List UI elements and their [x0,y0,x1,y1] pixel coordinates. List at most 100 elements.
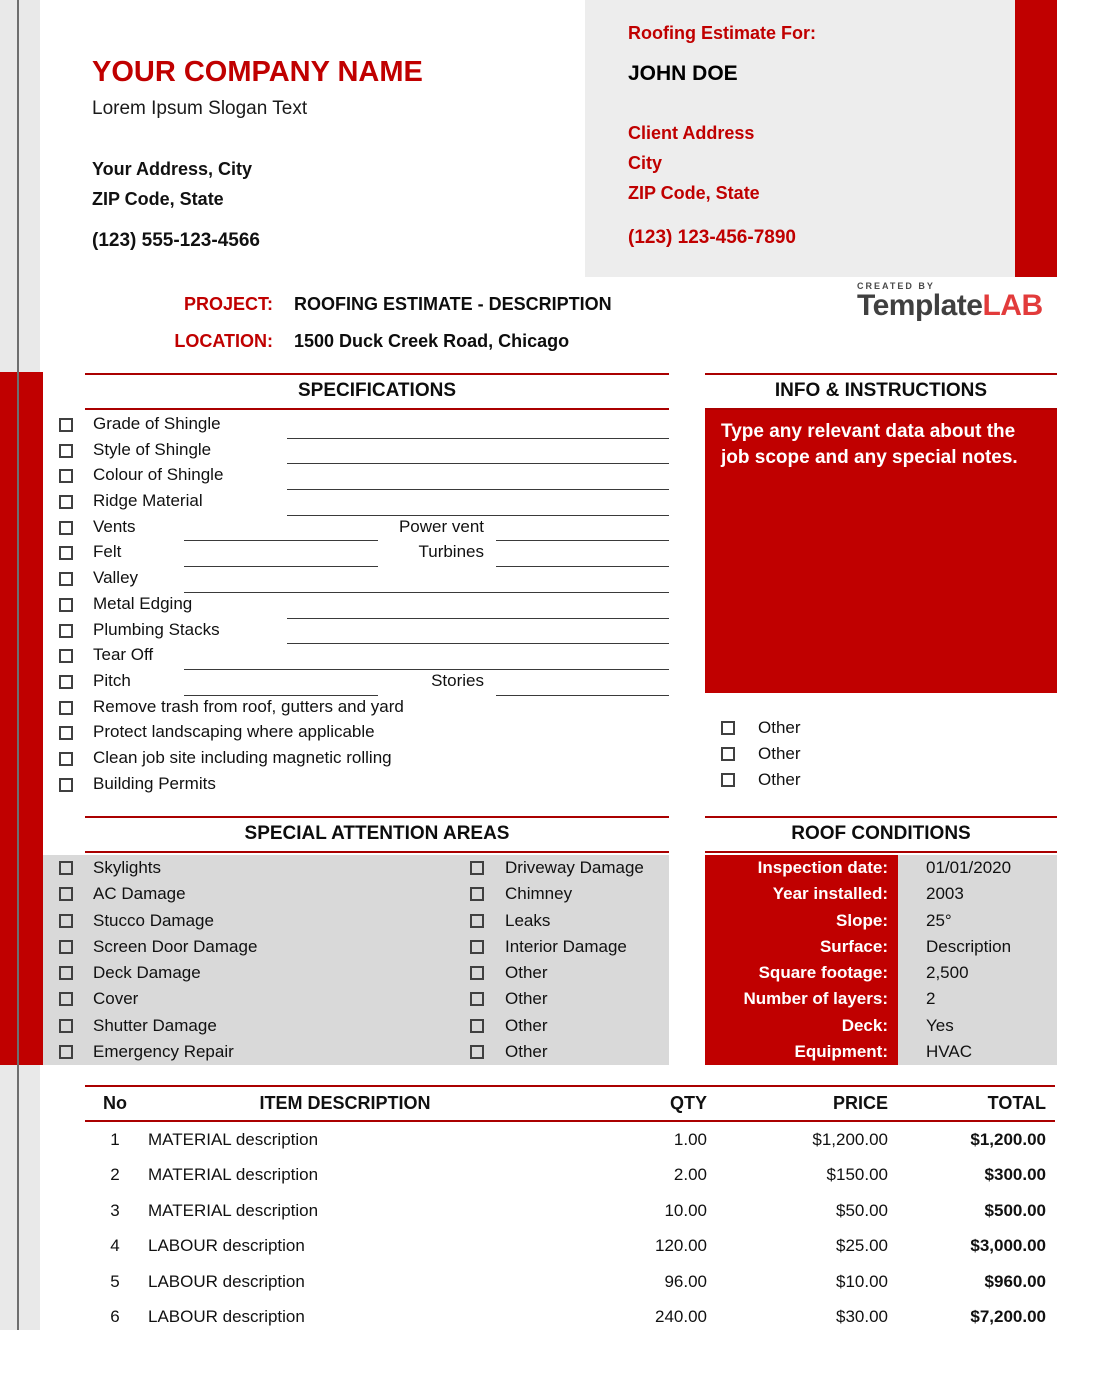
felt-checkbox[interactable] [59,546,73,561]
spec-row-pitch: Pitch Stories [43,669,669,696]
attention-label: Cover [93,989,139,1009]
deck-label: Deck: [705,1012,898,1039]
colour-of-shingle-checkbox[interactable] [59,469,73,484]
power-vent-input-line[interactable] [496,540,669,542]
attention-row: Screen Door Damage Interior Damage [43,934,669,960]
turbines-label: Turbines [418,542,484,562]
spec-row-tear-off: Tear Off [43,643,669,670]
info-other-row: Other [705,742,1057,768]
stories-input-line[interactable] [496,694,669,696]
items-table-header: No ITEM DESCRIPTION QTY PRICE TOTAL [85,1085,1055,1122]
attention-other-checkbox-2[interactable] [470,992,484,1007]
client-red-accent-bar [1015,0,1057,277]
pitch-input-line[interactable] [184,694,378,696]
style-of-shingle-input-line[interactable] [287,463,669,465]
tear-off-input-line[interactable] [184,668,669,670]
items-table: No ITEM DESCRIPTION QTY PRICE TOTAL 1 MA… [85,1085,1055,1335]
attention-label: Leaks [505,910,551,930]
vents-input-line[interactable] [184,540,378,542]
item-price: $10.00 [836,1271,888,1291]
item-total: $7,200.00 [970,1307,1046,1327]
surface-value: Description [898,933,1057,960]
leaks-checkbox[interactable] [470,913,484,928]
metal-edging-checkbox[interactable] [59,597,73,612]
cover-checkbox[interactable] [59,992,73,1007]
client-address: Client Address [628,123,755,143]
grade-of-shingle-input-line[interactable] [287,437,669,439]
attention-label: Skylights [93,858,162,877]
spec-label: Felt [93,542,122,562]
attention-label: AC Damage [93,884,186,904]
item-description: LABOUR description [148,1307,305,1327]
shutter-damage-checkbox[interactable] [59,1018,73,1033]
ridge-material-checkbox[interactable] [59,495,73,510]
attention-other-checkbox-4[interactable] [470,1044,484,1059]
skylights-checkbox[interactable] [59,861,73,875]
number-of-layers-label: Number of layers: [705,986,898,1013]
felt-input-line[interactable] [184,566,378,568]
plumbing-stacks-input-line[interactable] [287,643,669,645]
valley-input-line[interactable] [184,591,669,593]
roof-conditions-header: ROOF CONDITIONS [705,816,1057,853]
spec-label: Plumbing Stacks [93,619,220,639]
info-note-box[interactable]: Type any relevant data about the job sco… [705,410,1057,693]
stucco-damage-checkbox[interactable] [59,913,73,928]
chimney-checkbox[interactable] [470,887,484,902]
roof-condition-row: Deck: Yes [705,1012,1057,1039]
attention-other-checkbox-1[interactable] [470,966,484,980]
roof-condition-row: Square footage: 2,500 [705,960,1057,987]
table-row: 2 MATERIAL description 2.00 $150.00 $300… [85,1158,1055,1194]
spec-row-valley: Valley [43,566,669,593]
driveway-damage-checkbox[interactable] [470,861,484,875]
slope-label: Slope: [705,907,898,934]
plumbing-stacks-checkbox[interactable] [59,623,73,638]
special-attention-header: SPECIAL ATTENTION AREAS [85,816,669,853]
screen-door-damage-checkbox[interactable] [59,939,73,954]
protect-landscaping-checkbox[interactable] [59,726,73,741]
turbines-input-line[interactable] [496,566,669,568]
power-vent-label: Power vent [398,516,484,536]
item-total: $500.00 [984,1200,1046,1220]
attention-label: Chimney [505,884,573,904]
spec-label: Grade of Shingle [93,414,221,433]
roof-condition-row: Slope: 25° [705,907,1057,934]
ridge-material-input-line[interactable] [287,514,669,516]
project-row: PROJECT: ROOFING ESTIMATE - DESCRIPTION [85,294,612,331]
building-permits-checkbox[interactable] [59,777,73,792]
stories-label: Stories [431,670,484,690]
metal-edging-input-line[interactable] [287,617,669,619]
company-name: YOUR COMPANY NAME [92,56,423,88]
spec-label: Metal Edging [93,593,193,613]
attention-label: Stucco Damage [93,910,214,930]
colour-of-shingle-input-line[interactable] [287,489,669,491]
pitch-checkbox[interactable] [59,674,73,689]
item-price: $1,200.00 [812,1129,888,1149]
valley-checkbox[interactable] [59,572,73,587]
attention-other-checkbox-3[interactable] [470,1018,484,1033]
table-row: 3 MATERIAL description 10.00 $50.00 $500… [85,1193,1055,1229]
deck-damage-checkbox[interactable] [59,966,73,980]
style-of-shingle-checkbox[interactable] [59,443,73,458]
ac-damage-checkbox[interactable] [59,887,73,902]
clean-job-site-checkbox[interactable] [59,751,73,766]
item-qty: 1.00 [673,1129,707,1149]
deck-value: Yes [898,1012,1057,1039]
item-no: 5 [110,1271,120,1291]
spec-label: Protect landscaping where applicable [93,722,375,742]
col-header-price: PRICE [832,1093,888,1113]
item-price: $30.00 [836,1307,888,1327]
other-checkbox-2[interactable] [721,747,735,761]
vents-checkbox[interactable] [59,520,73,535]
inspection-date-value: 01/01/2020 [898,855,1057,882]
interior-damage-checkbox[interactable] [470,939,484,954]
item-description: LABOUR description [148,1236,305,1256]
emergency-repair-checkbox[interactable] [59,1044,73,1059]
spec-label: Remove trash from roof, gutters and yard [93,696,404,716]
other-checkbox-3[interactable] [721,773,735,787]
tear-off-checkbox[interactable] [59,649,73,664]
spec-row-protect-landscaping: Protect landscaping where applicable [43,720,669,746]
attention-label: Deck Damage [93,963,201,982]
grade-of-shingle-checkbox[interactable] [59,418,73,432]
other-checkbox-1[interactable] [721,721,735,735]
remove-trash-checkbox[interactable] [59,700,73,715]
